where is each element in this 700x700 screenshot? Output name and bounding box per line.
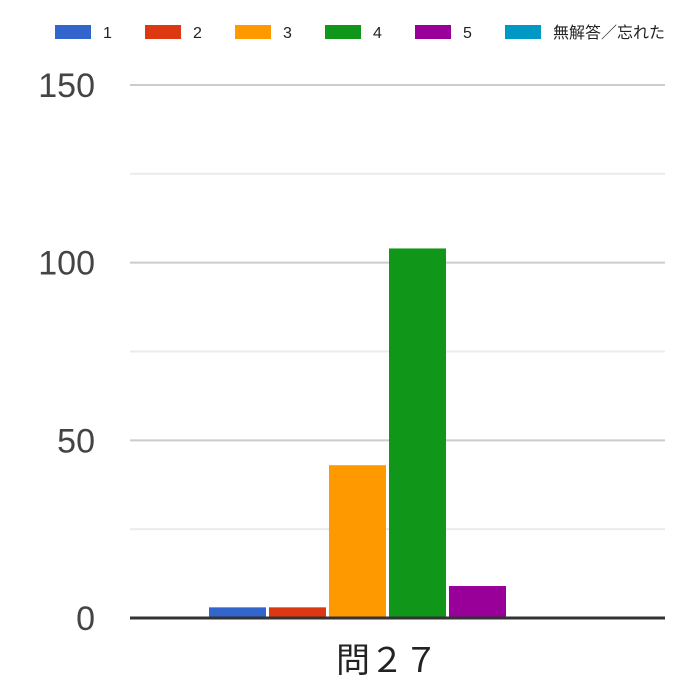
bar-series-5[interactable]: [449, 586, 506, 618]
bar-series-2[interactable]: [269, 607, 326, 618]
legend-swatch: [415, 25, 451, 39]
legend-swatch: [145, 25, 181, 39]
bar-series-4[interactable]: [389, 248, 446, 618]
legend-swatch: [235, 25, 271, 39]
x-tick-label: 問２７: [336, 642, 438, 680]
legend-label[interactable]: 1: [103, 25, 112, 42]
legend-swatch: [55, 25, 91, 39]
legend-swatch: [505, 25, 541, 39]
y-tick-label: 150: [38, 67, 95, 105]
bar-series-1[interactable]: [209, 607, 266, 618]
legend-label[interactable]: 2: [193, 25, 202, 42]
y-tick-label: 100: [38, 245, 95, 283]
legend-label[interactable]: 5: [463, 25, 472, 42]
legend-label[interactable]: 無解答／忘れた: [553, 24, 665, 42]
legend-label[interactable]: 4: [373, 25, 382, 42]
y-tick-label: 50: [57, 422, 95, 460]
legend-label[interactable]: 3: [283, 25, 292, 42]
legend-swatch: [325, 25, 361, 39]
bar-series-3[interactable]: [329, 465, 386, 618]
y-tick-label: 0: [76, 600, 95, 638]
